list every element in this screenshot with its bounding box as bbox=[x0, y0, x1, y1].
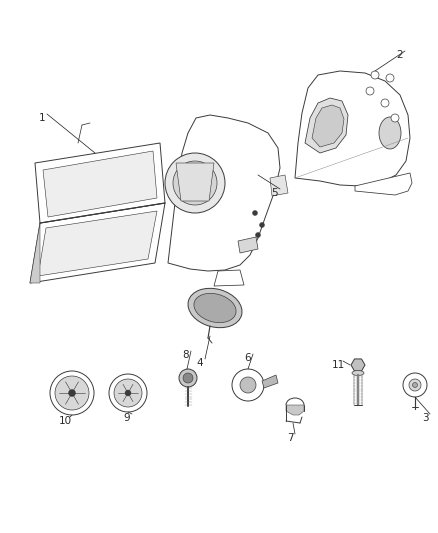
Text: 2: 2 bbox=[397, 50, 403, 60]
Circle shape bbox=[413, 383, 417, 387]
Polygon shape bbox=[30, 203, 165, 283]
Circle shape bbox=[55, 376, 89, 410]
Ellipse shape bbox=[379, 117, 401, 149]
Circle shape bbox=[165, 153, 225, 213]
Polygon shape bbox=[30, 223, 40, 283]
Polygon shape bbox=[312, 105, 344, 147]
Polygon shape bbox=[262, 375, 278, 388]
Circle shape bbox=[232, 369, 264, 401]
Circle shape bbox=[409, 379, 421, 391]
Circle shape bbox=[50, 371, 94, 415]
Circle shape bbox=[114, 379, 142, 407]
Circle shape bbox=[179, 369, 197, 387]
Text: 10: 10 bbox=[58, 416, 71, 426]
Polygon shape bbox=[214, 270, 244, 286]
Circle shape bbox=[240, 377, 256, 393]
Polygon shape bbox=[270, 175, 288, 196]
Ellipse shape bbox=[188, 288, 242, 328]
Circle shape bbox=[125, 390, 131, 396]
Polygon shape bbox=[168, 115, 280, 271]
Polygon shape bbox=[355, 173, 412, 195]
Polygon shape bbox=[238, 237, 258, 253]
Circle shape bbox=[366, 87, 374, 95]
Circle shape bbox=[386, 74, 394, 82]
Polygon shape bbox=[286, 405, 304, 415]
Circle shape bbox=[109, 374, 147, 412]
Text: 9: 9 bbox=[124, 413, 131, 423]
Circle shape bbox=[371, 71, 379, 79]
Text: 3: 3 bbox=[422, 413, 428, 423]
Circle shape bbox=[381, 99, 389, 107]
Polygon shape bbox=[38, 211, 157, 276]
Polygon shape bbox=[176, 163, 214, 201]
Polygon shape bbox=[351, 359, 365, 371]
Circle shape bbox=[183, 373, 193, 383]
Polygon shape bbox=[35, 143, 165, 223]
Ellipse shape bbox=[352, 370, 364, 376]
Text: 7: 7 bbox=[287, 433, 293, 443]
Circle shape bbox=[259, 222, 265, 228]
Circle shape bbox=[255, 232, 261, 238]
Text: 1: 1 bbox=[39, 113, 45, 123]
Text: 6: 6 bbox=[245, 353, 251, 363]
Polygon shape bbox=[43, 151, 157, 217]
Circle shape bbox=[403, 373, 427, 397]
Text: 4: 4 bbox=[197, 358, 203, 368]
Circle shape bbox=[252, 211, 258, 215]
Text: 8: 8 bbox=[183, 350, 189, 360]
Circle shape bbox=[391, 114, 399, 122]
Polygon shape bbox=[295, 71, 410, 186]
Polygon shape bbox=[305, 98, 348, 153]
Text: 11: 11 bbox=[332, 360, 345, 370]
Ellipse shape bbox=[194, 293, 236, 322]
Circle shape bbox=[68, 390, 75, 397]
Circle shape bbox=[173, 161, 217, 205]
Text: 5: 5 bbox=[272, 188, 278, 198]
